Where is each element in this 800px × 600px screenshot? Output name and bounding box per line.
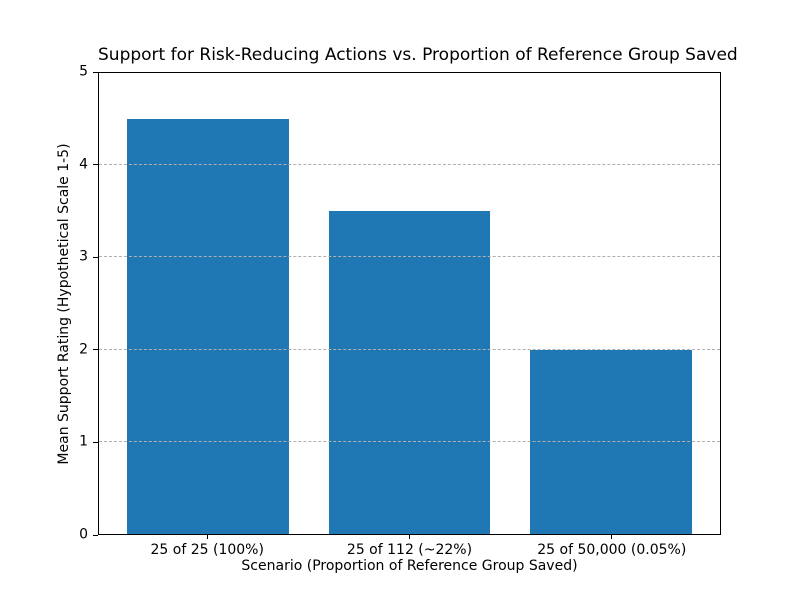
gridline (99, 348, 720, 350)
y-tick-label: 1 (79, 434, 88, 451)
x-tick-mark (409, 535, 410, 539)
x-tick-label: 25 of 25 (100%) (150, 542, 264, 558)
x-tick-label: 25 of 112 (~22%) (346, 542, 473, 558)
y-tick-label: 4 (79, 156, 88, 173)
y-tick-label: 3 (79, 248, 88, 265)
y-axis-label: Mean Support Rating (Hypothetical Scale … (56, 143, 72, 465)
bar (328, 211, 491, 534)
bar (127, 119, 289, 534)
gridline (99, 256, 720, 258)
x-axis-label: Scenario (Proportion of Reference Group … (241, 558, 578, 574)
y-tick-label: 0 (79, 526, 88, 543)
gridline (99, 440, 720, 442)
chart-title: Support for Risk-Reducing Actions vs. Pr… (98, 45, 738, 65)
gridline (99, 164, 720, 166)
y-tick-label: 5 (79, 63, 88, 80)
x-tick-label: 25 of 50,000 (0.05%) (537, 542, 687, 558)
x-tick-mark (206, 535, 208, 539)
x-tick-mark (611, 535, 613, 539)
plot-area (98, 72, 721, 535)
y-tick-label: 2 (79, 341, 88, 358)
